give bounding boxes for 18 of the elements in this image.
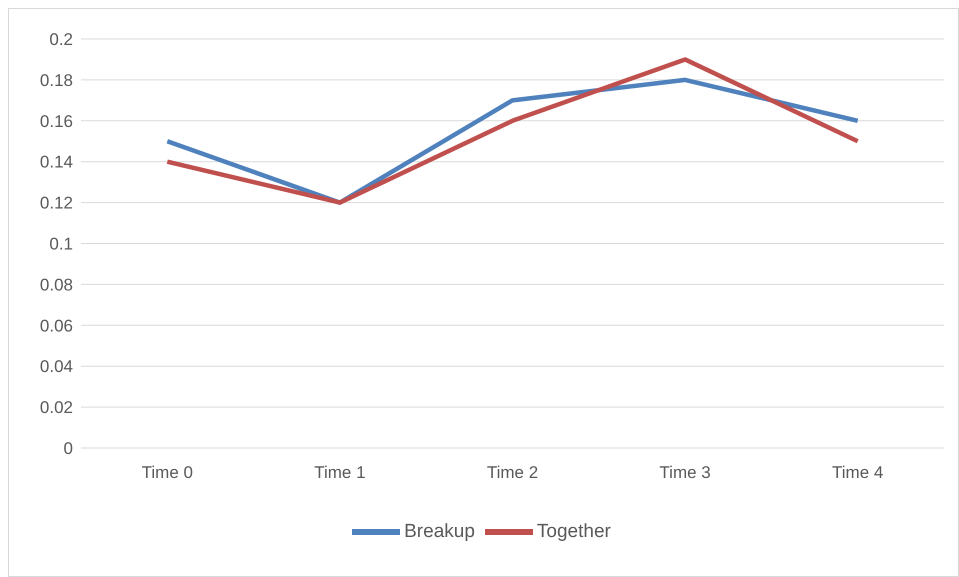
y-tick-label: 0.2 (49, 30, 73, 50)
y-tick-label: 0.16 (40, 112, 73, 131)
x-tick-label: Time 0 (142, 463, 193, 482)
x-tick-label: Time 2 (486, 463, 538, 482)
legend-label: Together (536, 521, 611, 542)
x-tick-label: Time 4 (832, 463, 884, 482)
y-tick-label: 0.18 (40, 70, 73, 90)
legend-label: Breakup (404, 521, 475, 542)
y-tick-label: 0.02 (40, 398, 73, 418)
y-tick-label: 0.04 (40, 357, 73, 376)
y-tick-label: 0.12 (40, 194, 73, 213)
y-tick-label: 0.08 (40, 275, 73, 294)
y-tick-label: 0.1 (49, 234, 73, 254)
y-tick-label: 0.06 (40, 316, 73, 336)
x-tick-label: Time 1 (314, 463, 366, 482)
x-tick-label: Time 3 (659, 463, 711, 482)
y-tick-label: 0.14 (40, 152, 73, 172)
y-tick-label: 0 (64, 439, 73, 458)
